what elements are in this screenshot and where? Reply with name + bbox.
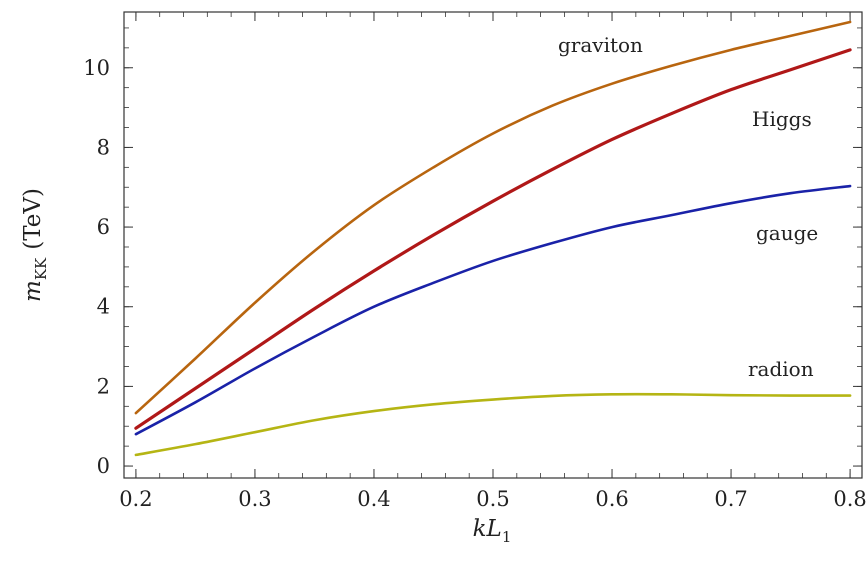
y-tick-label: 6	[97, 215, 110, 239]
y-tick-label: 8	[97, 135, 110, 159]
series-line-radion	[134, 392, 852, 457]
series-label-graviton: graviton	[558, 33, 643, 57]
y-axis-title-main: m	[20, 280, 46, 302]
x-tick-label: 0.3	[238, 487, 271, 511]
tick-labels: 0.2 0.3 0.4 0.5 0.6 0.7 0.8 0 2 4 6 8 10	[83, 56, 867, 511]
y-tick-label: 2	[97, 374, 110, 398]
x-tick-label: 0.7	[714, 487, 747, 511]
y-axis-title-sub: KK	[32, 257, 50, 280]
x-tick-label: 0.5	[476, 487, 509, 511]
y-tick-label: 4	[97, 295, 110, 319]
y-axis-title: mKK (TeV)	[20, 188, 50, 302]
y-axis-title-unit: (TeV)	[20, 188, 46, 250]
series-line-gauge	[134, 184, 852, 436]
series-lines	[134, 20, 852, 457]
x-tick-label: 0.8	[833, 487, 866, 511]
svg-text:mKK(TeV): mKK (TeV)	[20, 188, 50, 302]
x-tick-label: 0.4	[357, 487, 390, 511]
x-tick-label: 0.6	[595, 487, 628, 511]
series-label-gauge: gauge	[756, 221, 818, 245]
x-axis-title-sub: 1	[502, 528, 512, 546]
x-axis-title-main: kL	[473, 516, 502, 542]
series-line-higgs	[134, 48, 852, 430]
series-line-graviton	[134, 20, 852, 415]
y-tick-label: 0	[97, 454, 110, 478]
y-tick-label: 10	[83, 56, 110, 80]
series-label-higgs: Higgs	[752, 107, 812, 131]
x-axis-title: kL1	[473, 516, 512, 546]
series-label-radion: radion	[748, 357, 814, 381]
x-tick-label: 0.2	[119, 487, 152, 511]
axis-ticks	[124, 12, 862, 478]
